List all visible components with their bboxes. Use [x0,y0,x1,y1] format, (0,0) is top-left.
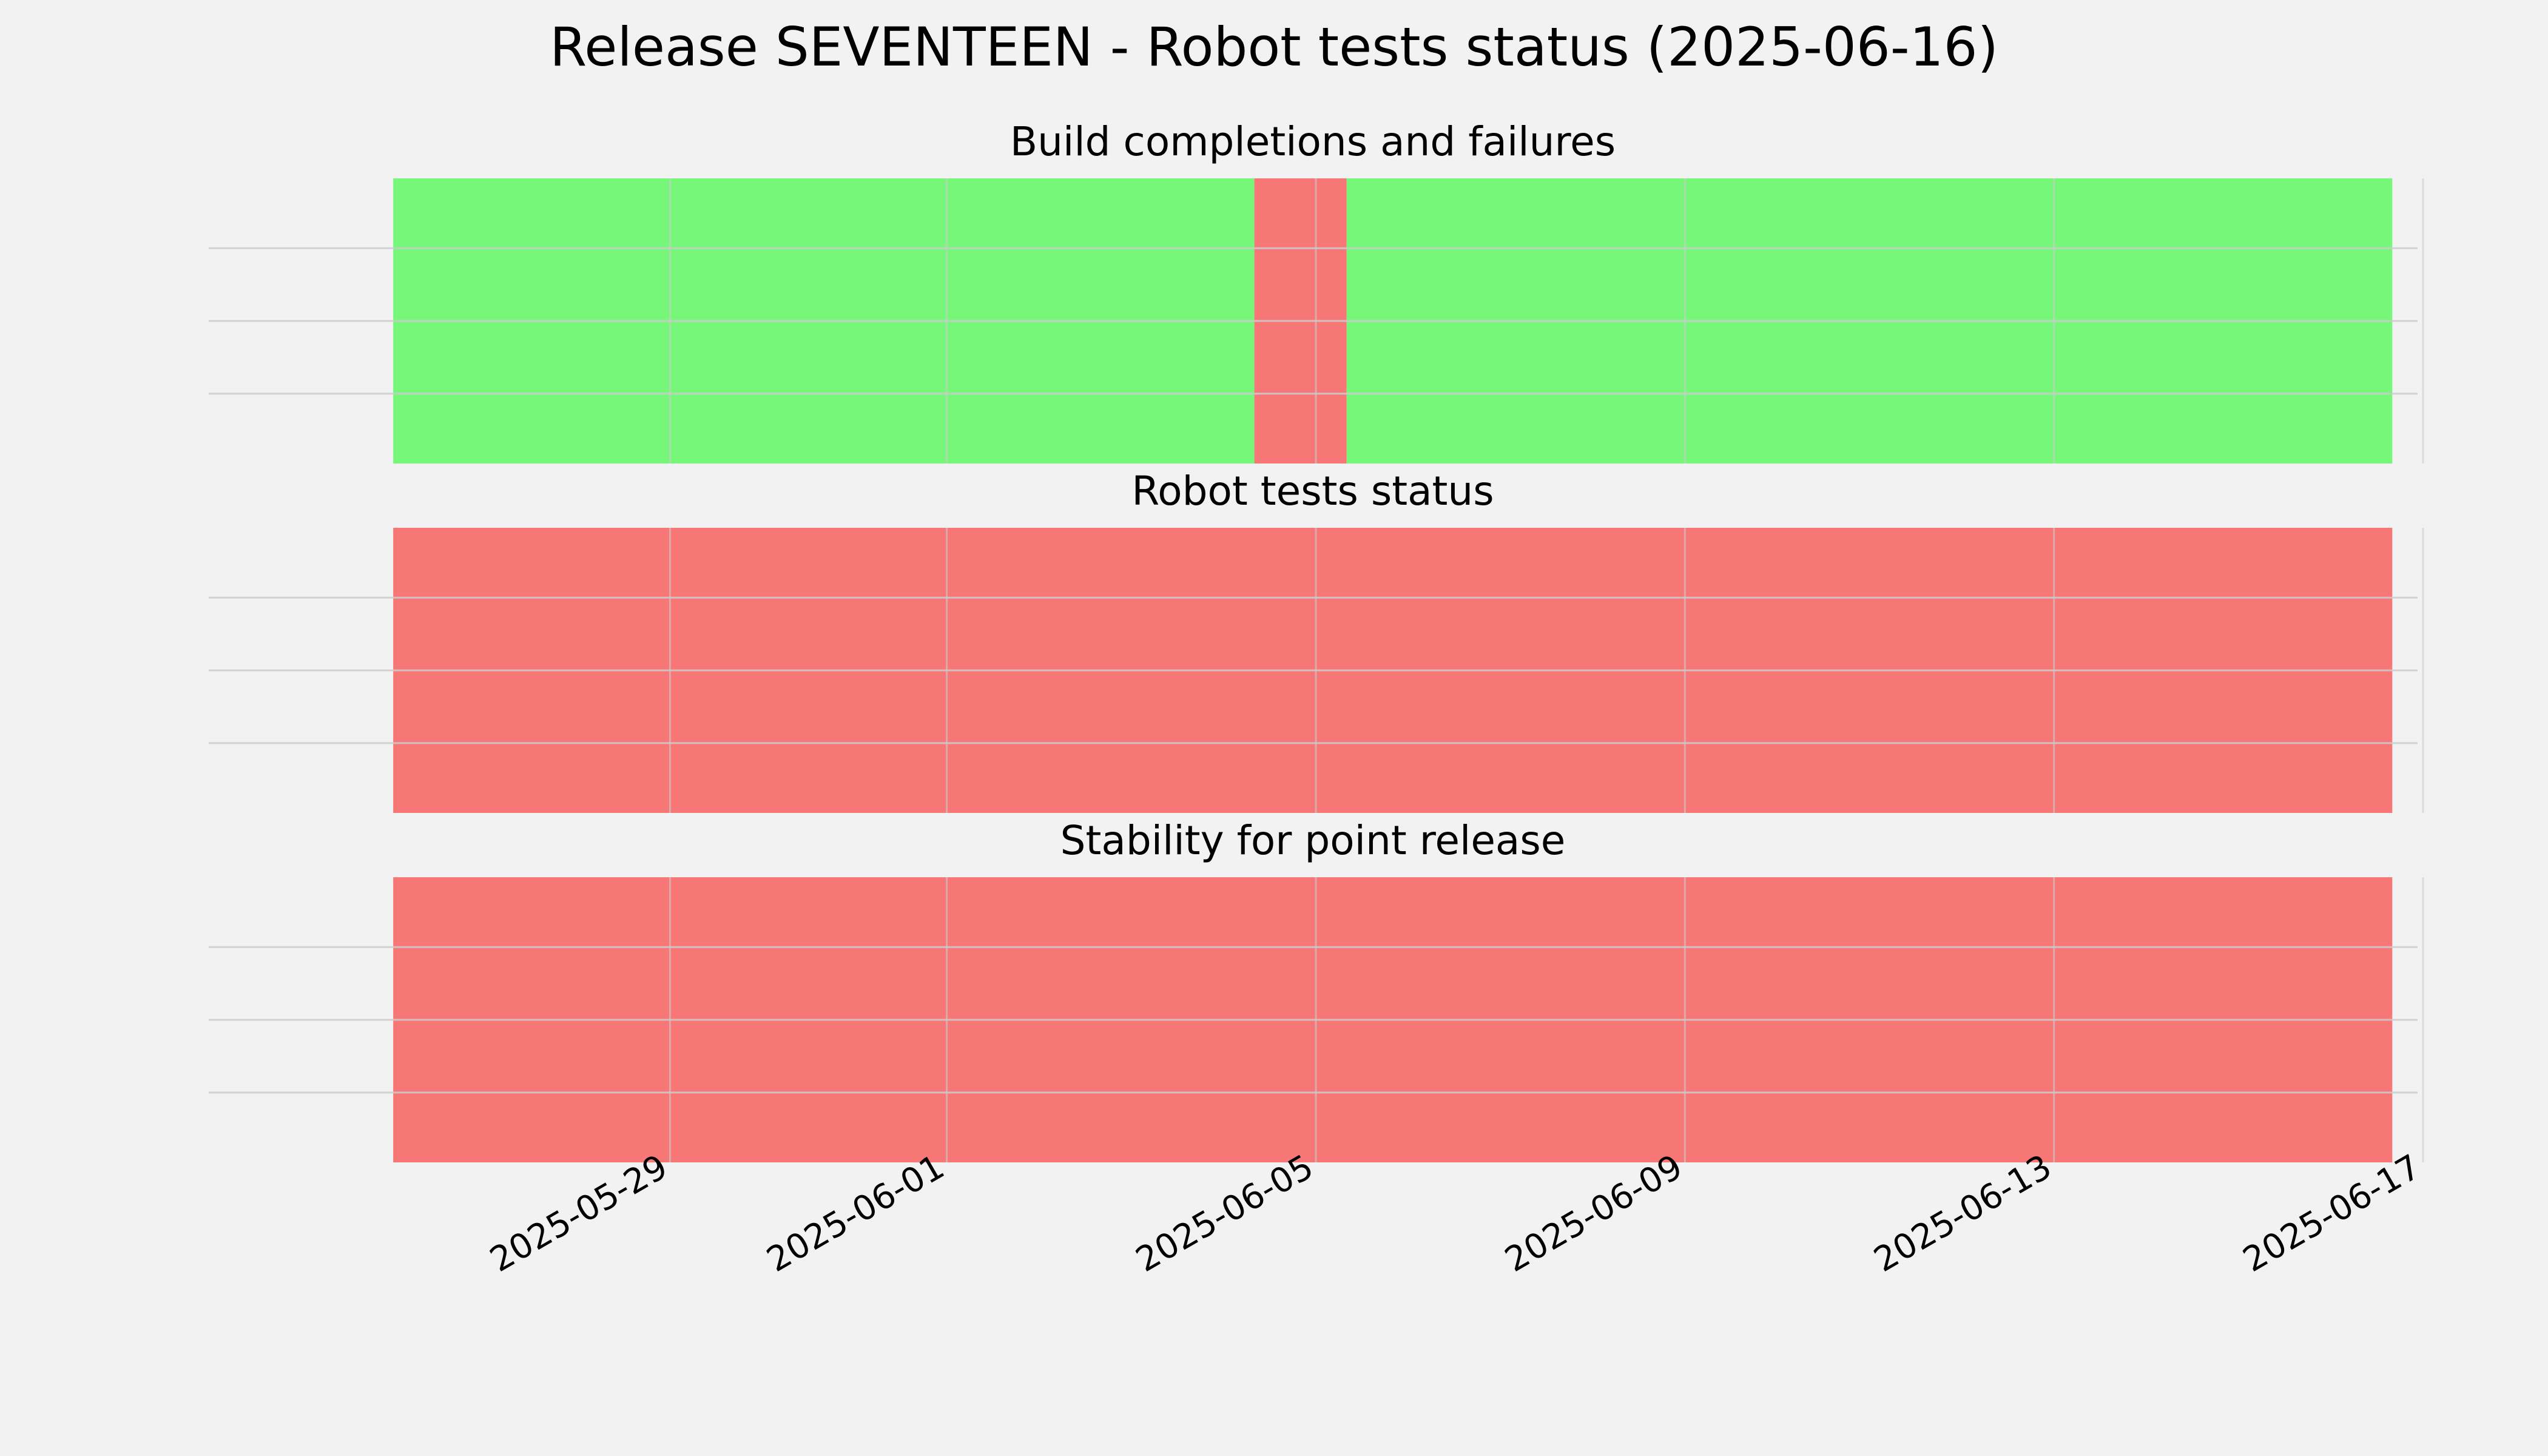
x-tick-label-3: 2025-06-09 [1498,1147,1689,1280]
x-tick-label-5: 2025-06-17 [2237,1147,2427,1280]
x-tick-label-2: 2025-06-05 [1130,1147,1320,1280]
panel-title-1: Robot tests status [1131,468,1494,514]
panel-title-2: Stability for point release [1060,817,1566,864]
chart-title: Release SEVENTEEN - Robot tests status (… [550,16,1998,78]
panel-title-0: Build completions and failures [1010,118,1616,165]
x-tick-label-4: 2025-06-13 [1867,1147,2058,1280]
x-tick-label-1: 2025-06-01 [760,1147,951,1280]
panel-0 [209,178,2424,463]
x-tick-label-0: 2025-05-29 [484,1147,674,1280]
panel-2 [209,877,2424,1162]
panel-1 [209,528,2424,813]
